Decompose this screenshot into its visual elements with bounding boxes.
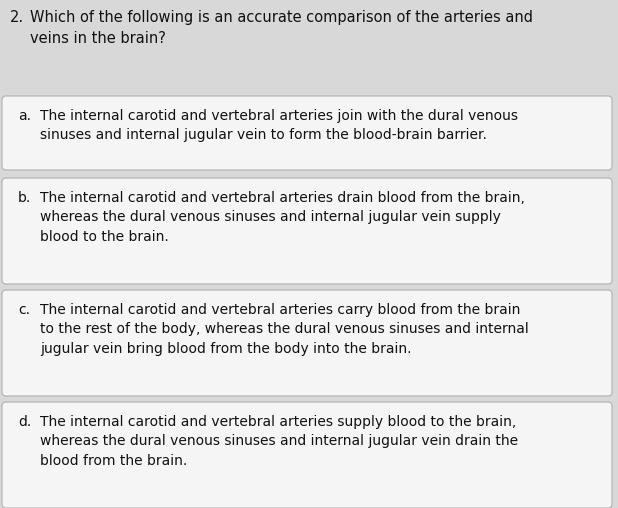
- Text: Which of the following is an accurate comparison of the arteries and
veins in th: Which of the following is an accurate co…: [30, 10, 533, 46]
- FancyBboxPatch shape: [2, 96, 612, 170]
- Text: The internal carotid and vertebral arteries supply blood to the brain,
whereas t: The internal carotid and vertebral arter…: [40, 415, 518, 468]
- FancyBboxPatch shape: [2, 402, 612, 508]
- Text: a.: a.: [18, 109, 31, 123]
- Text: b.: b.: [18, 191, 32, 205]
- Text: 2.: 2.: [10, 10, 24, 25]
- Text: c.: c.: [18, 303, 30, 317]
- Text: The internal carotid and vertebral arteries carry blood from the brain
to the re: The internal carotid and vertebral arter…: [40, 303, 529, 356]
- FancyBboxPatch shape: [2, 178, 612, 284]
- FancyBboxPatch shape: [2, 290, 612, 396]
- Text: The internal carotid and vertebral arteries join with the dural venous
sinuses a: The internal carotid and vertebral arter…: [40, 109, 518, 143]
- Text: The internal carotid and vertebral arteries drain blood from the brain,
whereas : The internal carotid and vertebral arter…: [40, 191, 525, 244]
- Text: d.: d.: [18, 415, 32, 429]
